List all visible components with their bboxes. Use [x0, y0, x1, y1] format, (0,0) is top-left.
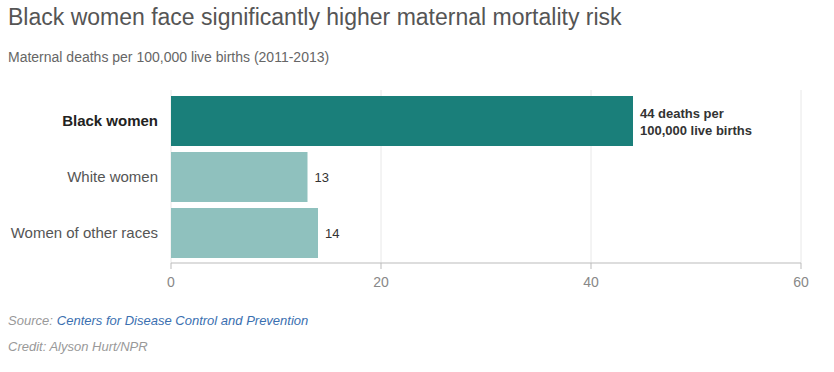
- data-label-line: 44 deaths per: [640, 106, 724, 121]
- title: Black women face significantly higher ma…: [8, 4, 622, 30]
- data-label: 13: [315, 170, 329, 185]
- tick-mark: [801, 263, 802, 269]
- tick-label: 60: [793, 274, 809, 290]
- data-label: 44 deaths per 100,000 live births: [640, 106, 752, 138]
- data-label-line: 13: [315, 170, 329, 185]
- bar: [171, 96, 633, 146]
- x-axis: [171, 263, 801, 264]
- subtitle: Maternal deaths per 100,000 live births …: [8, 49, 329, 65]
- grid-line: [801, 90, 802, 263]
- source-label: Source:: [8, 313, 53, 328]
- bars: [171, 96, 633, 258]
- category-label: Women of other races: [11, 224, 158, 241]
- source-link[interactable]: Centers for Disease Control and Preventi…: [57, 313, 308, 328]
- data-label: 14: [325, 226, 339, 241]
- tick-label: 40: [583, 274, 599, 290]
- tick-mark: [591, 263, 592, 269]
- bar: [171, 152, 308, 202]
- chart: Black women face significantly higher ma…: [0, 0, 834, 372]
- tick-label: 20: [373, 274, 389, 290]
- source-line: Source: Centers for Disease Control and P…: [8, 313, 308, 328]
- grid: [171, 90, 801, 269]
- tick-mark: [381, 263, 382, 269]
- data-label-line: 14: [325, 226, 339, 241]
- data-label-line: 100,000 live births: [640, 123, 752, 138]
- bar: [171, 208, 318, 258]
- category-label: Black women: [62, 112, 158, 129]
- tick-mark: [171, 263, 172, 269]
- category-label: White women: [67, 168, 158, 185]
- credit: Credit: Alyson Hurt/NPR: [8, 339, 148, 354]
- tick-label: 0: [167, 274, 175, 290]
